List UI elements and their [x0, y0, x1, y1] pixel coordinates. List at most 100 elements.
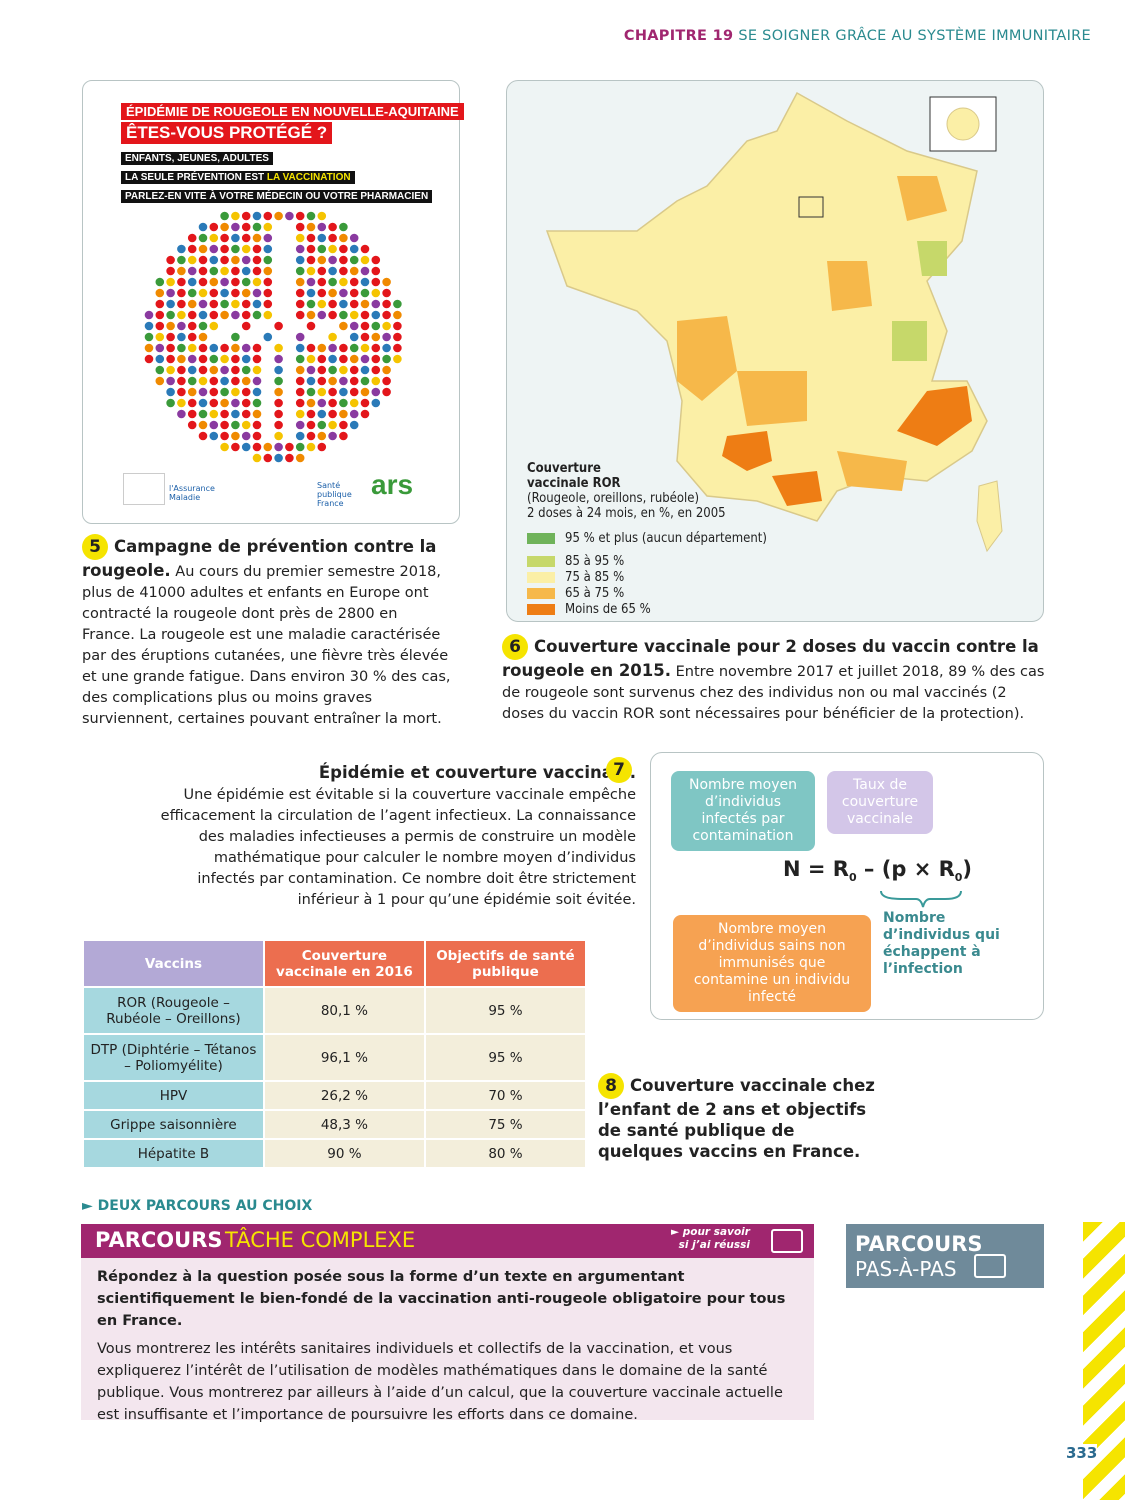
poster-dot	[252, 288, 262, 298]
poster-dot	[306, 398, 316, 408]
parcours-step-label: PARCOURS	[855, 1232, 983, 1256]
poster-dot	[252, 387, 262, 397]
poster-dot	[328, 387, 337, 397]
legend-subtitle: 2 doses à 24 mois, en %, en 2005	[527, 506, 726, 521]
table-cell: Hépatite B	[84, 1140, 263, 1167]
map-region	[677, 316, 737, 401]
poster-dot	[274, 453, 283, 463]
poster-dot	[295, 299, 305, 309]
poster-dot	[252, 343, 262, 353]
poster-dot	[295, 211, 305, 221]
poster-dot	[220, 310, 229, 320]
poster-dot	[295, 431, 305, 441]
poster-dot	[295, 442, 305, 452]
chapter-title: SE SOIGNER GRÂCE AU SYSTÈME IMMUNITAIRE	[738, 28, 1091, 44]
poster-dot	[360, 354, 370, 364]
poster-dot	[231, 299, 240, 309]
map-region	[892, 321, 927, 361]
poster-dot	[198, 299, 208, 309]
map-region	[837, 451, 907, 491]
poster-dot	[382, 321, 391, 331]
poster-dot	[382, 288, 391, 298]
poster-dot	[274, 376, 283, 386]
poster-dot	[241, 354, 251, 364]
poster-dot	[187, 288, 197, 298]
poster-dot	[209, 266, 219, 276]
poster-dot	[231, 409, 240, 419]
caption-title: Campagne de prévention contre la rougeol…	[82, 537, 437, 580]
poster-dot	[328, 299, 337, 309]
poster-dot	[295, 310, 305, 320]
poster-header: ÉPIDÉMIE DE ROUGEOLE EN NOUVELLE-AQUITAI…	[121, 101, 464, 203]
poster-dots	[144, 211, 402, 463]
table-cell: Grippe saisonnière	[84, 1111, 263, 1138]
poster-dot	[144, 332, 154, 342]
poster-dot	[382, 343, 391, 353]
formula-part: – (p × R	[856, 857, 955, 881]
poster-dot	[349, 244, 359, 254]
poster-dot	[209, 244, 219, 254]
caption-text: Au cours du premier semestre 2018, plus …	[82, 564, 451, 727]
poster-dot	[187, 244, 197, 254]
table-cell: 80,1 %	[264, 988, 424, 1033]
poster-dot	[241, 288, 251, 298]
poster-dot	[317, 442, 327, 452]
poster-dot	[241, 255, 251, 265]
parcours-bar: PARCOURS TÂCHE COMPLEXE ► pour savoir si …	[81, 1224, 814, 1258]
parcours-step-box[interactable]: PARCOURS PAS-À-PAS	[846, 1224, 1044, 1288]
poster-dot	[231, 420, 240, 430]
poster-dot	[231, 222, 240, 232]
table-cell: 26,2 %	[264, 1082, 424, 1109]
poster-dot	[231, 211, 240, 221]
poster-dot	[306, 211, 316, 221]
poster-dot	[360, 277, 370, 287]
poster-dot	[317, 354, 327, 364]
poster-dot	[241, 398, 251, 408]
poster-dot	[177, 332, 186, 342]
poster-dot	[328, 222, 337, 232]
poster-dot	[241, 409, 251, 419]
poster-dot	[274, 211, 283, 221]
poster-dot	[166, 365, 175, 375]
poster-dot	[198, 409, 208, 419]
poster-dot	[241, 387, 251, 397]
poster-dot	[198, 222, 208, 232]
poster-dot	[220, 398, 229, 408]
formula-sub: 0	[954, 871, 963, 885]
screen-icon	[771, 1229, 803, 1253]
poster-dot	[328, 409, 337, 419]
legend-label: 85 à 95 %	[565, 554, 625, 569]
brace-path	[880, 890, 962, 908]
poster-dot	[295, 277, 305, 287]
poster-dot	[187, 332, 197, 342]
doc7-title: Épidémie et couverture vaccinale.	[318, 763, 636, 782]
map-region	[722, 431, 772, 471]
poster-dot	[382, 310, 391, 320]
poster-dot	[306, 420, 316, 430]
poster-dot	[371, 288, 381, 298]
poster-dot	[177, 321, 186, 331]
poster-dot	[328, 376, 337, 386]
poster-dot	[187, 343, 197, 353]
poster-dot	[166, 299, 175, 309]
table-row: HPV 26,2 % 70 %	[84, 1082, 585, 1109]
poster-dot	[166, 321, 175, 331]
poster-dot	[306, 277, 316, 287]
poster-dot	[155, 376, 165, 386]
poster-dot	[166, 277, 175, 287]
poster-dot	[317, 277, 327, 287]
poster-dot	[220, 365, 229, 375]
poster-dot	[177, 266, 186, 276]
poster-dot	[252, 299, 262, 309]
legend-item: 85 à 95 %	[527, 554, 767, 569]
page-number: 333	[1066, 1444, 1098, 1462]
poster-dot	[241, 266, 251, 276]
poster-dot	[155, 299, 165, 309]
poster-dot	[306, 376, 316, 386]
poster-dot	[209, 387, 219, 397]
poster-dot	[360, 365, 370, 375]
caption-title: Couverture vaccinale chez l’enfant de 2 …	[598, 1076, 875, 1161]
caption-5: 5 Campagne de prévention contre la rougeo…	[82, 534, 452, 730]
poster-dot	[328, 233, 337, 243]
poster-dot	[209, 277, 219, 287]
